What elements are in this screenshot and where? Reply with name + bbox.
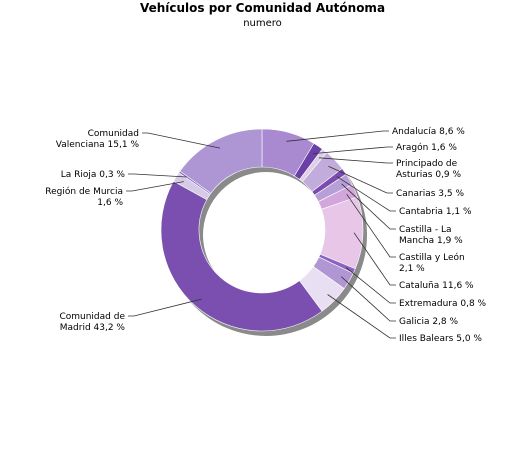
- slice-label-region-de-murcia: Región de Murcia: [45, 186, 123, 197]
- slice-label-principado-de-asturias: Asturias 0,9 %: [396, 170, 462, 180]
- leader-line-castilla-la-mancha: [341, 183, 396, 230]
- slice-label-canarias: Canarias 3,5 %: [396, 189, 464, 199]
- slice-label-cantabria: Cantabria 1,1 %: [399, 207, 472, 217]
- slice-label-la-rioja: La Rioja 0,3 %: [61, 170, 126, 180]
- slice-label-region-de-murcia: 1,6 %: [97, 198, 123, 208]
- chart-title: Vehículos por Comunidad Autónoma: [139, 1, 386, 15]
- leader-line-canarias: [328, 165, 393, 194]
- leader-line-extremadura: [345, 267, 396, 304]
- leader-line-illes-balears: [327, 294, 396, 339]
- leader-line-principado-de-asturias: [318, 157, 393, 164]
- slice-label-castilla-y-leon: 2,1 %: [399, 264, 425, 274]
- slice-label-galicia: Galicia 2,8 %: [399, 317, 458, 327]
- slices-layer: [160, 128, 367, 336]
- leader-line-cataluna: [353, 232, 396, 286]
- slice-label-castilla-la-mancha: Castilla - La: [399, 225, 452, 235]
- slice-label-andalucia: Andalucía 8,6 %: [392, 127, 465, 137]
- slice-label-comunidad-de-madrid: Comunidad de: [59, 312, 125, 322]
- leader-line-la-rioja: [128, 173, 187, 178]
- slice-comunidad-de-madrid: [160, 180, 323, 332]
- slice-label-castilla-la-mancha: Mancha 1,9 %: [399, 236, 463, 246]
- leader-line-comunidad-valenciana: [142, 132, 221, 149]
- leader-line-andalucia: [286, 130, 389, 142]
- slice-label-castilla-y-leon: Castilla y León: [399, 252, 465, 263]
- slice-label-comunidad-valenciana: Valenciana 15,1 %: [56, 140, 140, 150]
- slice-labels: Andalucía 8,6 % Aragón 1,6 % Principado de…: [45, 127, 486, 344]
- slice-label-extremadura: Extremadura 0,8 %: [399, 299, 487, 309]
- slice-label-cataluna: Cataluña 11,6 %: [399, 281, 474, 291]
- leader-line-comunidad-de-madrid: [128, 298, 202, 317]
- slice-label-illes-balears: Illes Balears 5,0 %: [399, 334, 482, 344]
- slice-label-comunidad-valenciana: Comunidad: [88, 129, 139, 139]
- leader-lines: [126, 130, 396, 339]
- leader-line-galicia: [341, 276, 396, 322]
- leader-line-region-de-murcia: [126, 181, 184, 192]
- leader-line-aragon: [313, 146, 393, 154]
- slice-label-comunidad-de-madrid: Madrid 43,2 %: [60, 323, 126, 333]
- slice-comunidad-valenciana: [179, 128, 263, 194]
- leader-line-castilla-y-leon: [346, 193, 396, 258]
- slice-label-aragon: Aragón 1,6 %: [396, 142, 457, 153]
- chart-subtitle: numero: [243, 18, 282, 29]
- leader-line-cantabria: [336, 176, 396, 212]
- slice-label-principado-de-asturias: Principado de: [396, 159, 458, 169]
